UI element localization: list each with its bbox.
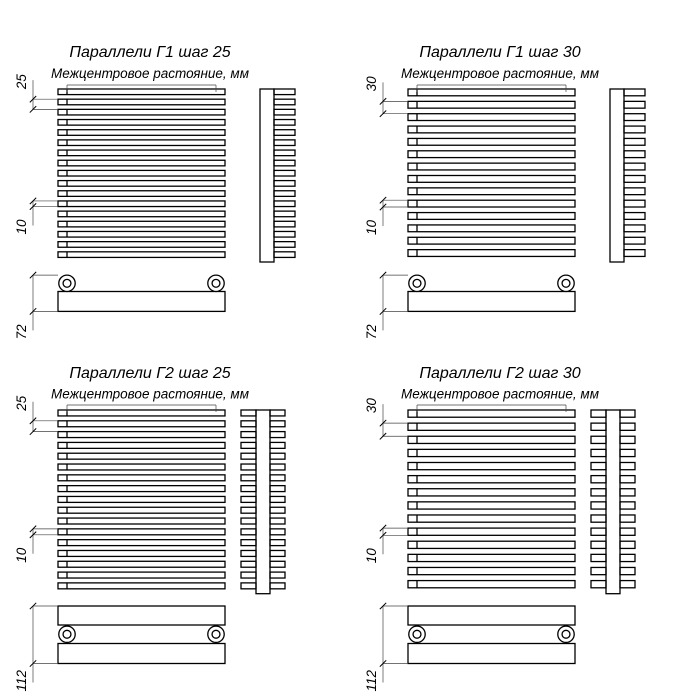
svg-text:30: 30 xyxy=(364,76,379,92)
svg-text:112: 112 xyxy=(14,669,29,691)
svg-text:25: 25 xyxy=(14,395,29,412)
svg-text:Параллели Г1 шаг 25: Параллели Г1 шаг 25 xyxy=(69,44,230,61)
svg-text:10: 10 xyxy=(14,547,29,563)
svg-text:Межцентровое растояние, мм: Межцентровое растояние, мм xyxy=(51,387,249,402)
svg-text:10: 10 xyxy=(364,548,379,564)
svg-text:Параллели Г2 шаг 25: Параллели Г2 шаг 25 xyxy=(69,365,230,382)
svg-text:Межцентровое растояние, мм: Межцентровое растояние, мм xyxy=(401,66,599,81)
svg-text:72: 72 xyxy=(14,324,29,340)
svg-text:Параллели Г2 шаг 30: Параллели Г2 шаг 30 xyxy=(419,365,580,382)
svg-text:Межцентровое растояние, мм: Межцентровое растояние, мм xyxy=(51,66,249,81)
svg-text:10: 10 xyxy=(364,220,379,236)
svg-text:Параллели Г1 шаг 30: Параллели Г1 шаг 30 xyxy=(419,44,580,61)
svg-text:30: 30 xyxy=(364,398,379,414)
svg-text:25: 25 xyxy=(14,74,29,91)
svg-text:112: 112 xyxy=(364,669,379,691)
svg-text:72: 72 xyxy=(364,324,379,340)
svg-text:Межцентровое растояние, мм: Межцентровое растояние, мм xyxy=(401,387,599,402)
svg-text:10: 10 xyxy=(14,219,29,235)
